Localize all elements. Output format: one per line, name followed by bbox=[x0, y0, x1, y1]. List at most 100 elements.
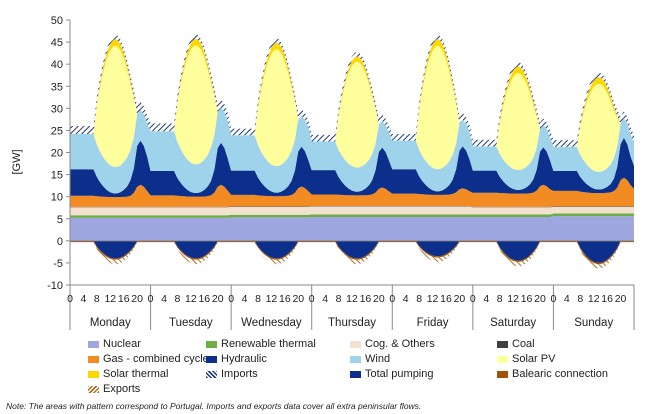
hour-tick-label: 4 bbox=[564, 293, 570, 305]
hour-tick-label: 8 bbox=[416, 293, 422, 305]
hour-tick-label: 12 bbox=[185, 293, 197, 305]
legend-label: Solar PV bbox=[512, 353, 556, 365]
area-series-group bbox=[70, 34, 634, 269]
hour-tick-label: 20 bbox=[131, 293, 143, 305]
area-renewable-thermal bbox=[70, 213, 634, 218]
hour-tick-label: 20 bbox=[615, 293, 627, 305]
hour-tick-label: 20 bbox=[212, 293, 224, 305]
hour-tick-label: 8 bbox=[577, 293, 583, 305]
hour-tick-label: 4 bbox=[403, 293, 409, 305]
hour-tick-label: 0 bbox=[389, 293, 395, 305]
hour-tick-label: 16 bbox=[440, 293, 452, 305]
hour-tick-label: 0 bbox=[551, 293, 557, 305]
legend-item-cog-others: Cog. & Others bbox=[350, 338, 435, 350]
area-coal bbox=[70, 205, 634, 208]
legend-item-renewable-thermal: Renewable thermal bbox=[206, 338, 316, 350]
legend-label: Hydraulic bbox=[221, 353, 267, 365]
hour-tick-label: 8 bbox=[497, 293, 503, 305]
area-exports bbox=[70, 242, 634, 269]
y-tick-label: 0 bbox=[57, 236, 63, 248]
hour-tick-label: 8 bbox=[175, 293, 181, 305]
legend-swatch bbox=[88, 355, 99, 363]
legend-item-wind: Wind bbox=[350, 353, 390, 365]
area-cog-others bbox=[70, 206, 634, 216]
hour-tick-label: 4 bbox=[161, 293, 167, 305]
day-label-friday: Friday bbox=[417, 317, 449, 329]
day-label-wednesday: Wednesday bbox=[241, 317, 302, 329]
y-tick-label: 50 bbox=[51, 15, 63, 27]
y-tick-label: 10 bbox=[51, 192, 63, 204]
legend-item-solar-thermal: Solar thermal bbox=[88, 368, 168, 380]
y-tick-label: 25 bbox=[51, 125, 63, 137]
hour-tick-label: 0 bbox=[67, 293, 73, 305]
hour-tick-label: 12 bbox=[427, 293, 439, 305]
legend-item-imports: Imports bbox=[206, 368, 258, 380]
y-tick-label: -5 bbox=[53, 258, 63, 270]
hour-tick-label: 16 bbox=[601, 293, 613, 305]
day-label-tuesday: Tuesday bbox=[169, 317, 213, 329]
y-tick-label: 35 bbox=[51, 81, 63, 93]
legend-label: Renewable thermal bbox=[221, 338, 316, 350]
legend-swatch bbox=[206, 340, 217, 348]
area-hydraulic bbox=[70, 137, 634, 198]
y-tick-label: 30 bbox=[51, 103, 63, 115]
hour-tick-label: 12 bbox=[507, 293, 519, 305]
hour-tick-label: 16 bbox=[279, 293, 291, 305]
hour-tick-label: 4 bbox=[242, 293, 248, 305]
day-label-monday: Monday bbox=[90, 317, 131, 329]
legend-label: Cog. & Others bbox=[365, 338, 435, 350]
y-tick-label: 20 bbox=[51, 148, 63, 160]
legend-label: Nuclear bbox=[103, 338, 141, 350]
legend-item-coal: Coal bbox=[497, 338, 535, 350]
legend-swatch bbox=[88, 340, 99, 348]
legend-swatch bbox=[350, 340, 361, 348]
hour-tick-label: 20 bbox=[373, 293, 385, 305]
y-tick-label: 5 bbox=[57, 214, 63, 226]
area-wind bbox=[70, 107, 634, 194]
legend-swatch bbox=[350, 355, 361, 363]
hour-tick-label: 16 bbox=[360, 293, 372, 305]
legend-label: Exports bbox=[103, 383, 141, 395]
legend-label: Balearic connection bbox=[512, 368, 609, 380]
legend-swatch bbox=[350, 370, 361, 378]
y-axis-label: [GW] bbox=[11, 149, 23, 174]
chart-note: Note: The areas with pattern correspond … bbox=[6, 401, 422, 411]
y-tick-label: -10 bbox=[47, 280, 63, 292]
hour-tick-label: 16 bbox=[118, 293, 130, 305]
legend-label: Wind bbox=[365, 353, 391, 365]
area-solar-pv bbox=[70, 45, 634, 172]
area-total-pumping bbox=[70, 240, 634, 263]
legend-swatch bbox=[88, 385, 99, 393]
legend-label: Total pumping bbox=[365, 368, 434, 380]
legend-label: Gas - combined cycle bbox=[103, 353, 209, 365]
hour-tick-label: 12 bbox=[104, 293, 116, 305]
hour-tick-label: 0 bbox=[148, 293, 154, 305]
hour-tick-label: 16 bbox=[198, 293, 210, 305]
area-gas-combined-cycle bbox=[70, 177, 634, 207]
legend-label: Coal bbox=[512, 338, 535, 350]
day-label-thursday: Thursday bbox=[328, 317, 376, 329]
legend-item-gas-combined-cycle: Gas - combined cycle bbox=[88, 353, 209, 365]
legend-swatch bbox=[497, 370, 508, 378]
hour-tick-label: 8 bbox=[336, 293, 342, 305]
day-label-sunday: Sunday bbox=[574, 317, 613, 329]
hour-tick-label: 16 bbox=[521, 293, 533, 305]
hour-tick-label: 0 bbox=[309, 293, 315, 305]
day-label-saturday: Saturday bbox=[490, 317, 536, 329]
area-nuclear bbox=[70, 216, 634, 241]
hour-tick-label: 20 bbox=[292, 293, 304, 305]
legend-label: Solar thermal bbox=[103, 368, 169, 380]
legend-swatch bbox=[497, 355, 508, 363]
legend-item-exports: Exports bbox=[88, 383, 140, 395]
y-tick-label: 40 bbox=[51, 59, 63, 71]
hour-tick-label: 0 bbox=[470, 293, 476, 305]
area-imports bbox=[70, 34, 634, 147]
hour-tick-label: 8 bbox=[94, 293, 100, 305]
legend-item-nuclear: Nuclear bbox=[88, 338, 141, 350]
legend-swatch bbox=[88, 370, 99, 378]
hour-tick-label: 12 bbox=[588, 293, 600, 305]
y-tick-label: 45 bbox=[51, 37, 63, 49]
hour-tick-label: 4 bbox=[81, 293, 87, 305]
